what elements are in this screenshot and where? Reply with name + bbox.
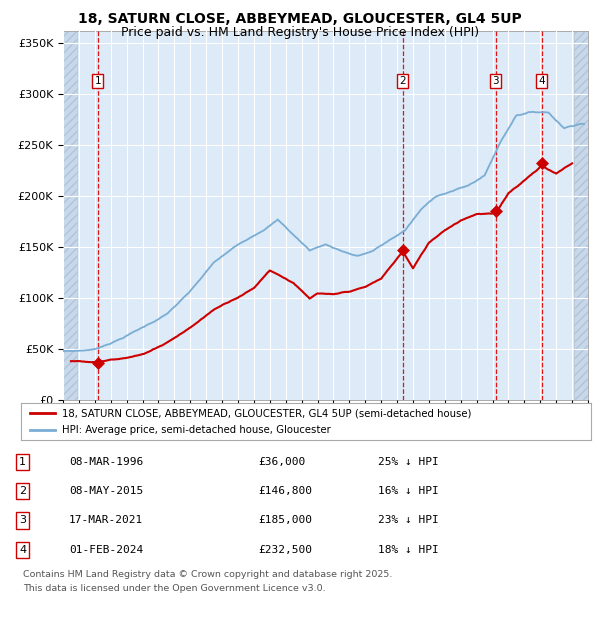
Text: This data is licensed under the Open Government Licence v3.0.: This data is licensed under the Open Gov… (23, 584, 325, 593)
Text: 4: 4 (538, 76, 545, 86)
Text: £36,000: £36,000 (258, 457, 305, 467)
Text: 17-MAR-2021: 17-MAR-2021 (69, 515, 143, 526)
Text: 2: 2 (19, 486, 26, 497)
Text: 18, SATURN CLOSE, ABBEYMEAD, GLOUCESTER, GL4 5UP (semi-detached house): 18, SATURN CLOSE, ABBEYMEAD, GLOUCESTER,… (62, 408, 472, 418)
Text: 1: 1 (95, 76, 101, 86)
Text: 3: 3 (493, 76, 499, 86)
Text: 2: 2 (400, 76, 406, 86)
Text: 16% ↓ HPI: 16% ↓ HPI (378, 486, 439, 497)
Text: 3: 3 (19, 515, 26, 526)
Text: 25% ↓ HPI: 25% ↓ HPI (378, 457, 439, 467)
Text: £146,800: £146,800 (258, 486, 312, 497)
Text: 23% ↓ HPI: 23% ↓ HPI (378, 515, 439, 526)
Text: 18, SATURN CLOSE, ABBEYMEAD, GLOUCESTER, GL4 5UP: 18, SATURN CLOSE, ABBEYMEAD, GLOUCESTER,… (78, 12, 522, 27)
Text: 01-FEB-2024: 01-FEB-2024 (69, 544, 143, 555)
Text: HPI: Average price, semi-detached house, Gloucester: HPI: Average price, semi-detached house,… (62, 425, 331, 435)
Text: £232,500: £232,500 (258, 544, 312, 555)
Text: 18% ↓ HPI: 18% ↓ HPI (378, 544, 439, 555)
Text: Contains HM Land Registry data © Crown copyright and database right 2025.: Contains HM Land Registry data © Crown c… (23, 570, 392, 580)
Text: 08-MAY-2015: 08-MAY-2015 (69, 486, 143, 497)
Text: 4: 4 (19, 544, 26, 555)
Text: 1: 1 (19, 457, 26, 467)
Text: £185,000: £185,000 (258, 515, 312, 526)
Text: 08-MAR-1996: 08-MAR-1996 (69, 457, 143, 467)
Text: Price paid vs. HM Land Registry's House Price Index (HPI): Price paid vs. HM Land Registry's House … (121, 26, 479, 39)
